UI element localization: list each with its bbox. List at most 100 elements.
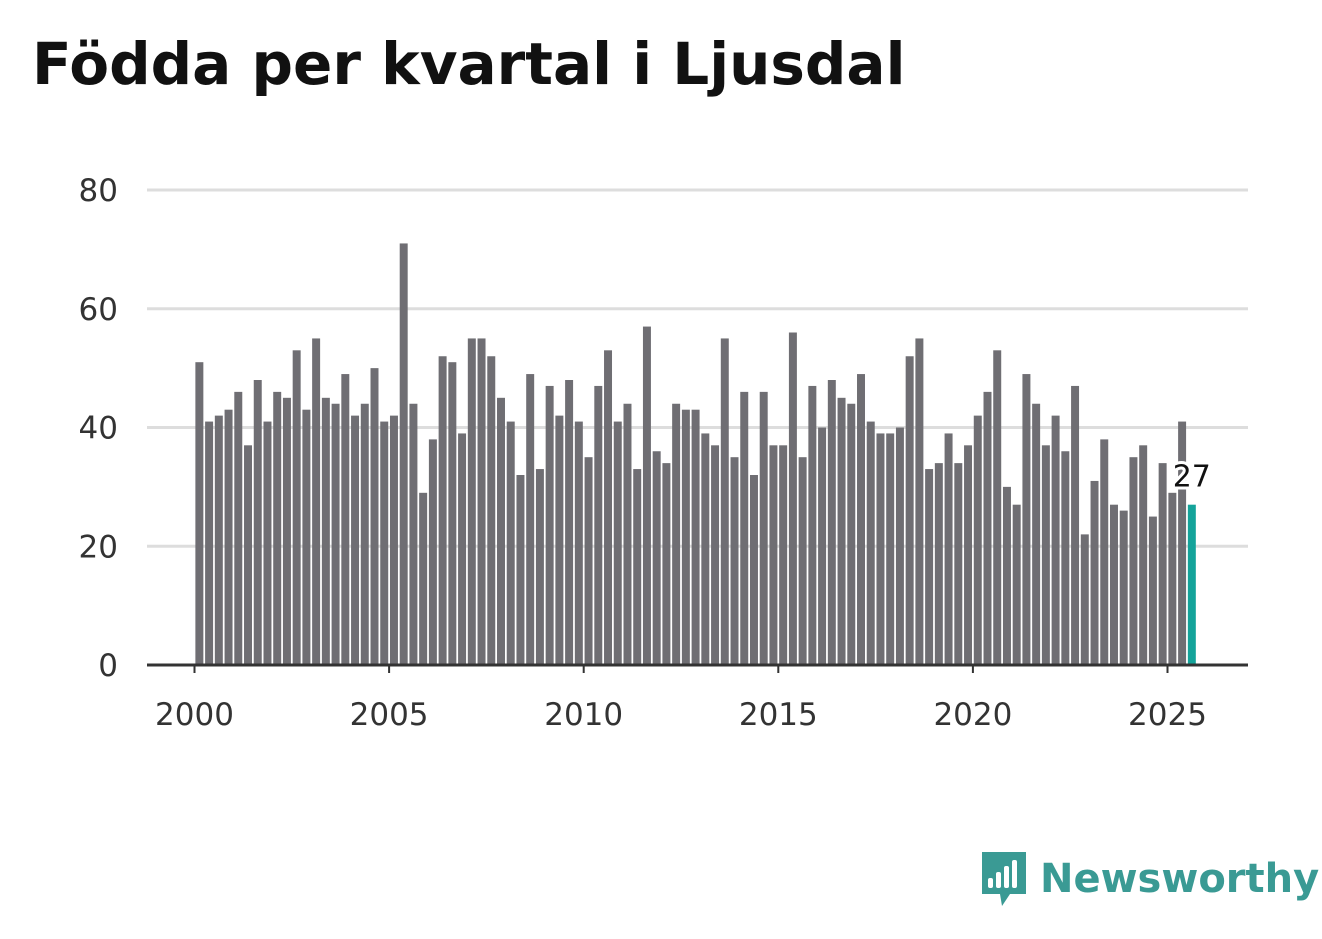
bar: [769, 445, 778, 665]
bar-chart: 0 20 40 60 80 2000 2005 2010 2015 2020 2025 27: [79, 173, 1248, 733]
bar: [1041, 445, 1050, 665]
bar: [565, 380, 574, 665]
bar: [876, 433, 885, 665]
bar: [1148, 516, 1157, 665]
bar: [1061, 451, 1070, 665]
bar: [1100, 439, 1109, 665]
bar: [642, 326, 651, 665]
bar: [652, 451, 661, 665]
bar: [711, 445, 720, 665]
bar: [818, 427, 827, 665]
bar: [993, 350, 1002, 665]
bar-latest: [1187, 504, 1196, 665]
bar: [448, 362, 457, 665]
bar: [808, 385, 817, 665]
x-axis: 2000 2005 2010 2015 2020 2025: [147, 663, 1248, 733]
y-tick-label: 60: [79, 292, 118, 328]
bar: [428, 439, 437, 665]
latest-value-label: 27: [1173, 460, 1211, 495]
bar: [1168, 492, 1177, 665]
bar: [866, 421, 875, 665]
bar: [555, 415, 564, 665]
bar: [1109, 504, 1118, 665]
bar: [321, 397, 330, 665]
bar: [681, 409, 690, 665]
bar: [779, 445, 788, 665]
bar: [419, 492, 428, 665]
y-axis-labels: 0 20 40 60 80: [79, 173, 118, 684]
bar: [662, 463, 671, 665]
annotations: 27: [1170, 457, 1214, 498]
y-tick-label: 0: [98, 648, 118, 684]
bar: [263, 421, 272, 665]
bar: [380, 421, 389, 665]
bar: [389, 415, 398, 665]
bar: [925, 469, 934, 665]
bar: [886, 433, 895, 665]
bar: [516, 475, 525, 665]
y-tick-label: 80: [79, 173, 118, 209]
bar: [1032, 403, 1041, 665]
bar: [487, 356, 496, 665]
bar: [351, 415, 360, 665]
bar: [205, 421, 214, 665]
bar: [1002, 486, 1011, 665]
x-tick-label: 2015: [739, 697, 818, 733]
bar: [730, 457, 739, 665]
bar: [574, 421, 583, 665]
bar: [594, 385, 603, 665]
bar: [944, 433, 953, 665]
bar: [604, 350, 613, 665]
x-tick-label: 2010: [544, 697, 623, 733]
bar: [244, 445, 253, 665]
x-tick-label: 2000: [155, 697, 234, 733]
bar: [467, 338, 476, 665]
bar: [701, 433, 710, 665]
bar: [1051, 415, 1060, 665]
bar: [584, 457, 593, 665]
x-tick-label: 2025: [1128, 697, 1207, 733]
bar: [1090, 480, 1099, 665]
bar: [545, 385, 554, 665]
bar: [526, 374, 535, 665]
bar: [720, 338, 729, 665]
newsworthy-logo: Newsworthy: [980, 850, 1319, 908]
bar: [360, 403, 369, 665]
bar: [1158, 463, 1167, 665]
bar: [370, 368, 379, 665]
bar: [477, 338, 486, 665]
bar: [1129, 457, 1138, 665]
bar: [1119, 510, 1128, 665]
bar: [633, 469, 642, 665]
bar: [623, 403, 632, 665]
bar: [934, 463, 943, 665]
bar: [1080, 534, 1089, 665]
bar: [973, 415, 982, 665]
bar: [331, 403, 340, 665]
bar: [798, 457, 807, 665]
bar: [691, 409, 700, 665]
x-tick-label: 2005: [350, 697, 429, 733]
bar: [613, 421, 622, 665]
bar: [438, 356, 447, 665]
bar: [672, 403, 681, 665]
bar: [224, 409, 233, 665]
bar: [749, 475, 758, 665]
bar: [759, 391, 768, 665]
bar: [535, 469, 544, 665]
bar: [273, 391, 282, 665]
bar: [282, 397, 291, 665]
x-tick-label: 2020: [933, 697, 1012, 733]
bar: [214, 415, 223, 665]
bar: [1178, 421, 1187, 665]
bar: [1071, 385, 1080, 665]
chart-title: Födda per kvartal i Ljusdal: [32, 30, 906, 98]
bar: [1022, 374, 1031, 665]
bar: [857, 374, 865, 665]
bar: [195, 362, 204, 665]
bar: [234, 391, 243, 665]
bar: [302, 409, 311, 665]
bar: [399, 243, 408, 665]
bar: [983, 391, 992, 665]
bar: [895, 427, 904, 665]
